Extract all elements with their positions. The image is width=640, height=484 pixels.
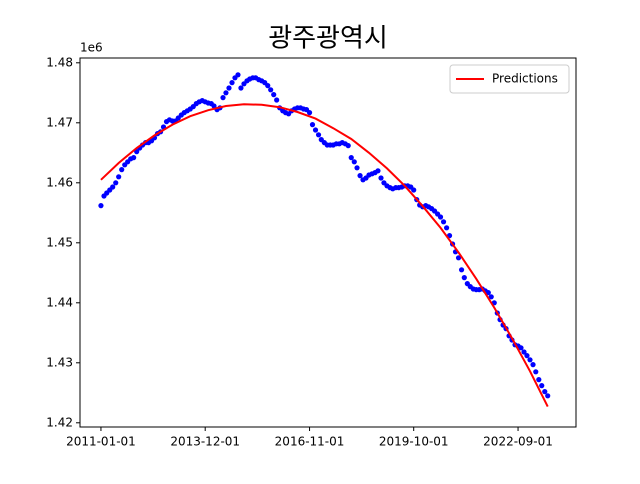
x-tick-label: 2022-09-01 bbox=[483, 435, 553, 449]
plot-frame bbox=[79, 57, 577, 428]
data-point bbox=[378, 175, 384, 181]
data-point bbox=[521, 349, 527, 355]
data-point bbox=[98, 203, 104, 209]
x-tick-label: 2019-10-01 bbox=[379, 435, 449, 449]
data-point bbox=[351, 159, 357, 165]
y-tick-label: 1.48 bbox=[46, 55, 73, 69]
data-point bbox=[375, 168, 381, 174]
data-point bbox=[274, 97, 280, 103]
data-point bbox=[223, 90, 229, 96]
x-tick-label: 2016-11-01 bbox=[275, 435, 345, 449]
x-tick-label: 2011-01-01 bbox=[66, 435, 136, 449]
data-point bbox=[488, 294, 494, 300]
data-point bbox=[309, 122, 316, 128]
data-point bbox=[116, 174, 122, 180]
data-point bbox=[539, 383, 545, 389]
data-point bbox=[533, 369, 539, 375]
data-point bbox=[461, 275, 467, 281]
data-point bbox=[437, 214, 444, 220]
data-point bbox=[315, 132, 322, 138]
data-point bbox=[235, 72, 241, 78]
data-point bbox=[518, 345, 524, 351]
y-tick-label: 1.46 bbox=[46, 175, 73, 189]
data-point bbox=[220, 95, 226, 101]
data-point bbox=[354, 165, 360, 171]
data-point bbox=[458, 267, 465, 273]
data-point bbox=[110, 184, 116, 190]
data-point bbox=[411, 187, 417, 193]
data-point bbox=[443, 225, 450, 231]
data-point bbox=[271, 92, 277, 98]
data-point bbox=[306, 110, 313, 116]
data-point bbox=[229, 80, 235, 86]
data-point bbox=[545, 393, 551, 399]
data-point bbox=[357, 173, 363, 179]
y-tick-label: 1.44 bbox=[46, 295, 73, 309]
data-point bbox=[455, 255, 462, 261]
data-point bbox=[345, 143, 351, 149]
data-point bbox=[113, 180, 119, 186]
data-point bbox=[542, 389, 548, 395]
prediction-line bbox=[100, 103, 549, 408]
chart-title: 광주광역시 bbox=[268, 24, 388, 54]
data-point bbox=[268, 87, 274, 93]
data-point bbox=[226, 85, 232, 91]
y-tick-label: 1.42 bbox=[46, 415, 73, 429]
legend-box bbox=[449, 64, 570, 94]
data-point bbox=[485, 290, 491, 296]
y-tick-label: 1.43 bbox=[46, 355, 73, 369]
y-offset-label: 1e6 bbox=[80, 41, 103, 55]
data-point bbox=[312, 127, 319, 133]
data-point bbox=[211, 103, 217, 109]
x-tick-label: 2013-12-01 bbox=[170, 435, 240, 449]
y-tick-label: 1.45 bbox=[46, 235, 73, 249]
y-tick-label: 1.47 bbox=[46, 115, 73, 129]
data-point bbox=[131, 155, 137, 161]
data-point bbox=[530, 362, 536, 368]
data-point bbox=[348, 155, 354, 161]
data-point bbox=[265, 83, 271, 89]
data-point bbox=[527, 357, 533, 363]
data-point bbox=[440, 219, 447, 225]
data-point bbox=[524, 353, 530, 359]
data-point bbox=[536, 377, 542, 383]
data-point bbox=[119, 167, 125, 173]
legend-label: Predictions bbox=[492, 72, 558, 86]
data-point bbox=[238, 85, 244, 91]
